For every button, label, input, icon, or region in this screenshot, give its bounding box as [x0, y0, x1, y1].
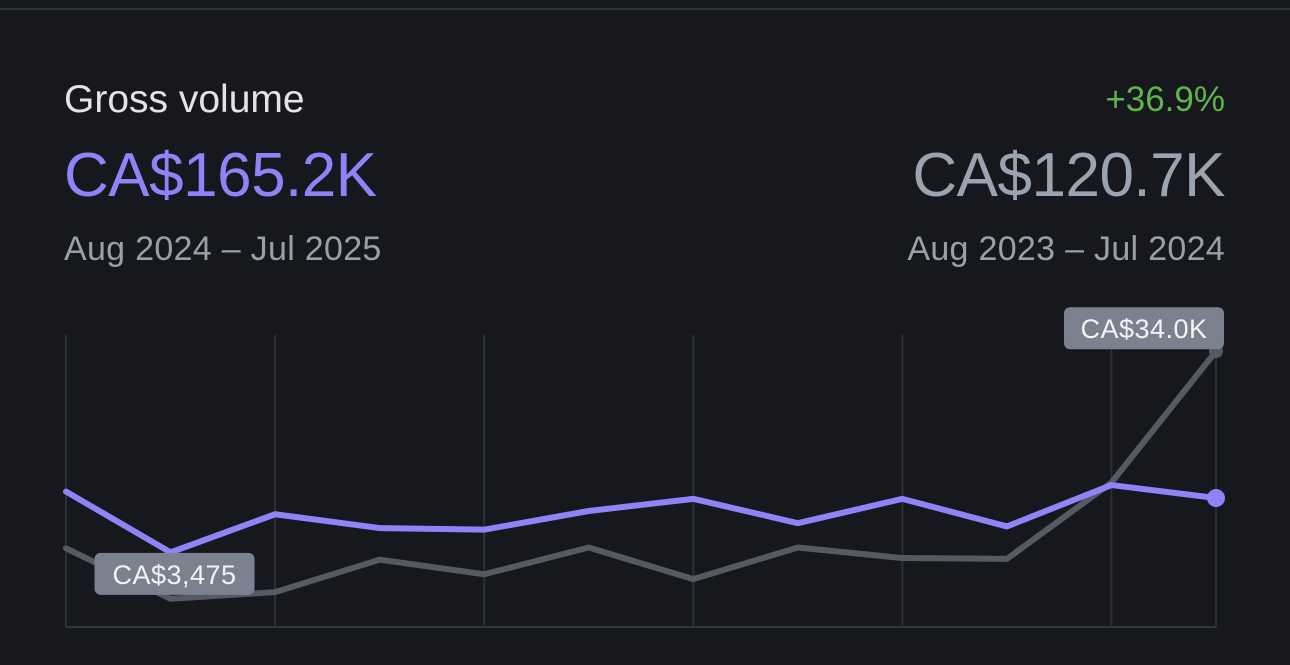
- previous-period-total: CA$120.7K: [912, 141, 1225, 210]
- value-tooltip: [94, 552, 255, 595]
- change-percent: +36.9%: [1105, 80, 1225, 119]
- value-tooltip: [1064, 307, 1224, 350]
- current-period-total: CA$165.2K: [64, 141, 377, 210]
- series-end-point-current: [1207, 489, 1225, 508]
- previous-period-range: Aug 2023 – Jul 2024: [907, 230, 1225, 268]
- current-period-range: Aug 2024 – Jul 2025: [64, 230, 382, 268]
- value-tooltip-label: CA$3,475: [112, 560, 236, 590]
- series-line-current: [63, 482, 1219, 556]
- gross-volume-header: Gross volume +36.9% CA$165.2K CA$120.7K …: [64, 72, 1225, 272]
- top-divider: [0, 8, 1290, 10]
- series-line-previous: [63, 348, 1219, 602]
- value-tooltip-label: CA$34.0K: [1080, 314, 1207, 344]
- card-title: Gross volume: [64, 78, 305, 121]
